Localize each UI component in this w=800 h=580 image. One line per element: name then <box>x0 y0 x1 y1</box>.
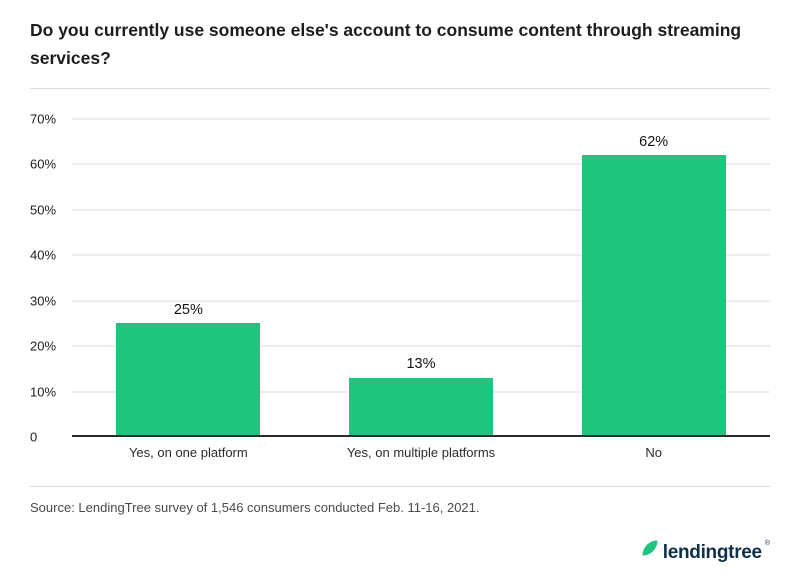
bar-value-label: 13% <box>406 356 436 373</box>
source-note: Source: LendingTree survey of 1,546 cons… <box>30 500 480 515</box>
leaf-shape <box>642 540 658 556</box>
bars-row: 25% 13% 62% <box>72 119 770 437</box>
top-divider <box>30 88 770 89</box>
y-tick-label: 40% <box>30 247 57 263</box>
gridline <box>72 163 770 165</box>
gridline <box>72 209 770 211</box>
bar-chart: 0 10% 20% 30% 40% 50% 60% 70% 25% 13% 62% <box>30 113 770 444</box>
x-axis-labels: Yes, on one platform Yes, on multiple pla… <box>72 445 770 460</box>
gridline <box>72 118 770 120</box>
leaf-icon <box>642 540 658 556</box>
bar <box>348 377 494 437</box>
chart-title: Do you currently use someone else's acco… <box>30 20 742 68</box>
y-tick-label: 30% <box>30 293 57 309</box>
gridline <box>72 345 770 347</box>
y-tick-label: 70% <box>30 111 57 127</box>
x-tick-label: No <box>645 445 662 460</box>
lendingtree-logo: lendingtree ® <box>640 538 770 566</box>
x-tick-label: Yes, on one platform <box>128 445 248 460</box>
logo-trademark: ® <box>764 540 770 547</box>
logo-wordmark: lendingtree <box>662 541 762 563</box>
x-axis-baseline <box>72 435 770 437</box>
plot-area: 25% 13% 62% <box>72 118 770 437</box>
y-axis: 0 10% 20% 30% 40% 50% 60% 70% <box>30 113 72 444</box>
bar-slot: 62% <box>537 119 770 437</box>
bar-value-label: 62% <box>639 133 669 150</box>
y-tick-label: 20% <box>30 338 57 354</box>
bar-slot: 25% <box>72 119 305 437</box>
bottom-divider <box>30 486 770 487</box>
y-tick-label: 50% <box>30 202 57 218</box>
bar-slot: 13% <box>305 119 538 437</box>
y-tick-label: 10% <box>30 384 57 400</box>
gridline <box>72 300 770 302</box>
gridline <box>72 254 770 256</box>
bar <box>116 323 261 437</box>
y-tick-label: 0 <box>30 429 38 445</box>
bar-value-label: 25% <box>173 301 203 318</box>
bar <box>581 155 726 437</box>
x-tick-label: Yes, on multiple platforms <box>346 445 496 460</box>
y-tick-label: 60% <box>30 156 57 172</box>
